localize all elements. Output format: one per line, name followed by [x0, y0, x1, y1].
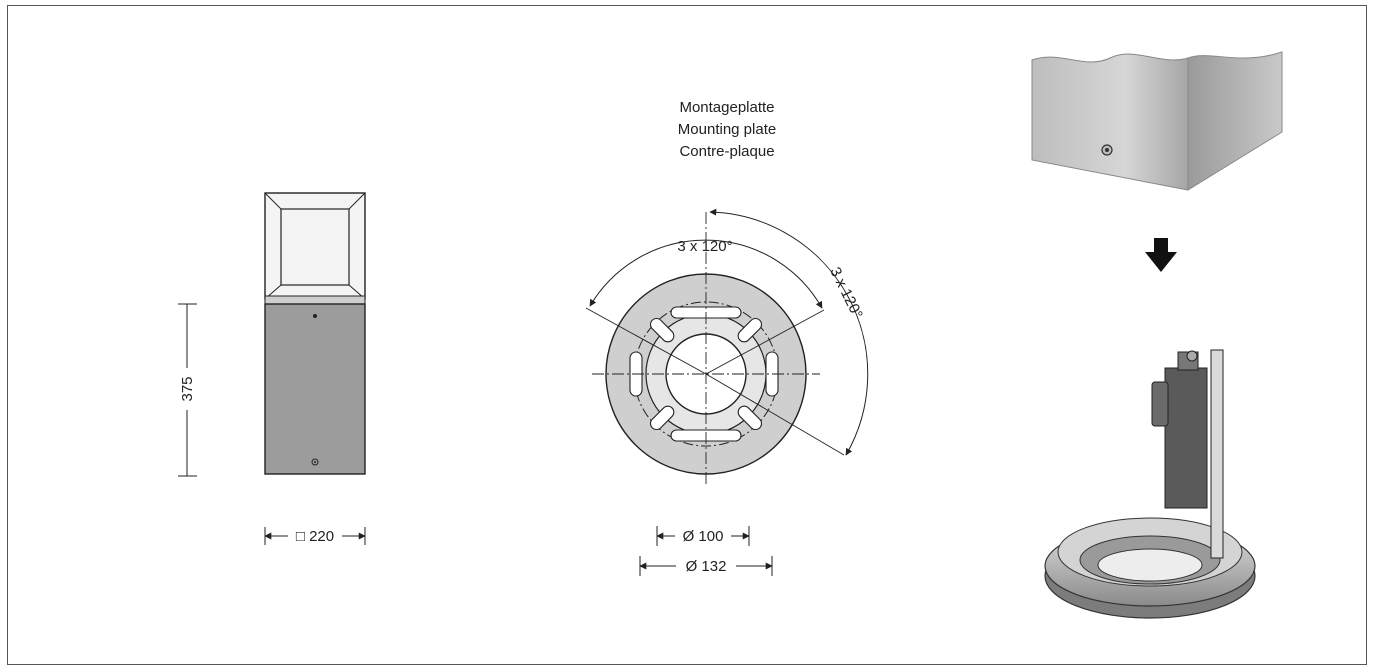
bollard-front-view [264, 192, 366, 475]
bollard-body [264, 303, 366, 475]
mounting-plate-top-view [585, 208, 869, 484]
bollard-head [264, 192, 366, 300]
plate-slot [649, 405, 675, 431]
inner-diameter-label: Ø 100 [683, 528, 724, 545]
bollard-width-dimension: □ 220 [264, 527, 366, 545]
angle-label-right: 3 x 120° [826, 264, 865, 321]
diameter-100-dimension: Ø 100 [656, 526, 750, 546]
arrow-down-icon [1145, 238, 1177, 272]
mounting-assembly-3d-view [1044, 349, 1256, 619]
screw-icon [311, 458, 319, 466]
plate-title-fr: Contre-plaque [679, 143, 774, 160]
angle-label-left: 3 x 120° [677, 238, 732, 255]
outer-diameter-label: Ø 132 [686, 558, 727, 575]
housing-3d-view [1031, 51, 1283, 191]
angle-arc-right [709, 208, 869, 456]
diameter-132-dimension: Ø 132 [639, 556, 773, 576]
plate-title-en: Mounting plate [678, 121, 776, 138]
plate-title-de: Montageplatte [679, 99, 774, 116]
bollard-lens [280, 208, 350, 286]
height-label: 375 [179, 376, 196, 401]
bollard-height-dimension: 375 [178, 303, 197, 477]
plate-slot [649, 317, 675, 343]
width-label: □ 220 [296, 528, 334, 545]
